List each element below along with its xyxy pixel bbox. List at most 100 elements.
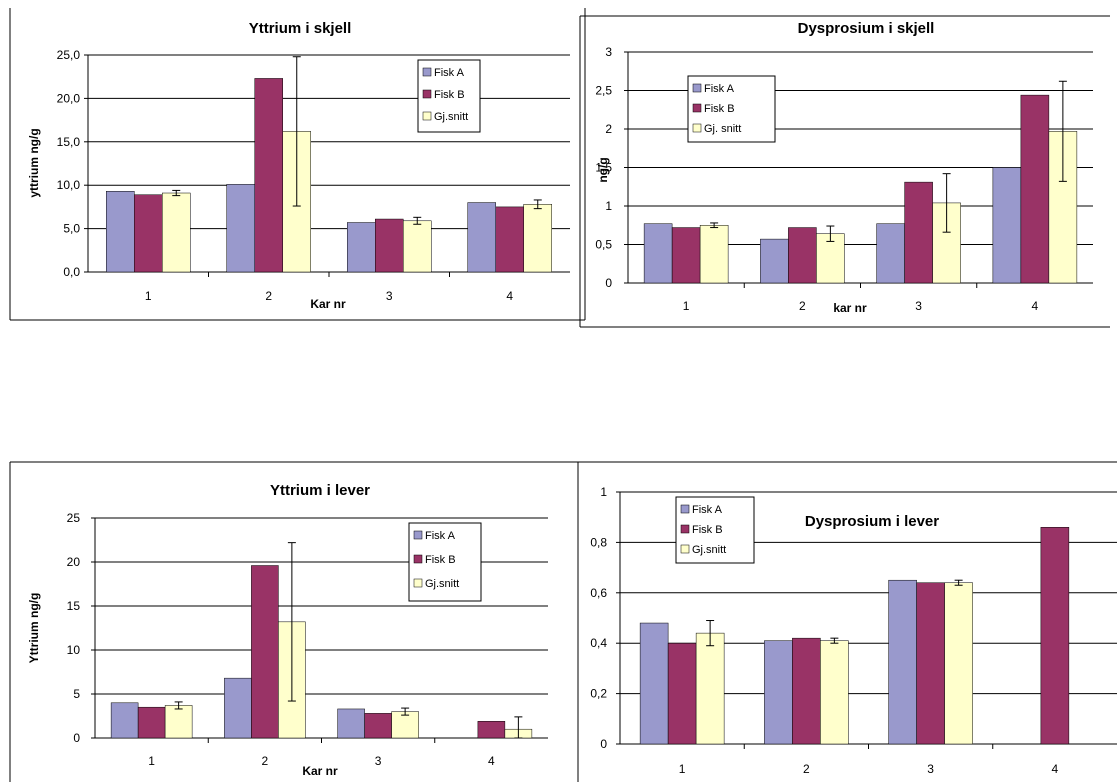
x-tick-label: 2 [803,762,810,776]
y-tick-label: 5,0 [63,222,80,236]
y-tick-label: 15,0 [57,135,81,149]
chart-title: Dysprosium i skjell [798,20,935,37]
bar-fisk-b-3 [375,218,404,273]
bar-gj-snitt-3 [932,202,961,284]
chart-title: Yttrium i lever [270,482,370,499]
y-tick-label: 0,5 [595,238,612,252]
bar-fisk-a-2 [224,677,252,739]
x-tick-label: 1 [679,762,686,776]
y-tick-label: 2,5 [595,84,612,98]
x-axis-label: kar nr [833,301,867,315]
bar-fisk-a-3 [337,708,365,739]
legend-label: Fisk B [425,554,456,566]
bar-gj-snitt-4 [523,204,552,273]
legend-swatch [422,67,432,77]
bar-fisk-a-1 [639,622,669,745]
bar-fisk-a-1 [110,702,139,739]
y-tick-label: 25,0 [57,48,81,62]
legend-swatch [692,123,702,133]
bar-fisk-a-3 [888,579,917,745]
bar-fisk-a-3 [347,222,376,273]
legend-label: Fisk B [704,103,735,115]
y-tick-label: 0,6 [590,586,607,600]
legend-swatch [692,103,702,113]
bar-fisk-b-2 [788,227,817,284]
legend-swatch [680,524,690,534]
bar-gj-snitt-2 [820,640,849,745]
y-tick-label: 0 [605,276,612,290]
y-tick-label: 0,2 [590,687,607,701]
x-tick-label: 1 [683,299,690,313]
bar-fisk-a-2 [226,184,255,273]
y-tick-label: 0,0 [63,265,80,279]
y-tick-label: 10 [67,643,81,657]
legend-label: Fisk B [692,524,723,536]
x-tick-label: 1 [148,754,155,768]
chart-title: Dysprosium i lever [805,513,939,530]
bar-gj-snitt-1 [699,225,729,284]
y-tick-label: 0,4 [590,636,607,650]
bar-fisk-a-2 [764,640,793,745]
y-tick-label: 2 [605,122,612,136]
bar-fisk-b-1 [134,194,163,273]
y-tick-label: 20,0 [57,91,81,105]
bar-fisk-a-1 [643,223,673,284]
chart-title: Yttrium i skjell [249,20,352,37]
bar-fisk-b-4 [1020,94,1050,284]
legend [687,75,776,143]
y-tick-label: 20 [67,555,81,569]
y-axis-label: ng/g [596,157,610,182]
legend-label: Fisk A [425,530,456,542]
legend-swatch [680,544,690,554]
legend-label: Fisk A [704,83,735,95]
x-tick-label: 3 [386,289,393,303]
x-tick-label: 2 [265,289,272,303]
legend-swatch [680,504,690,514]
bar-fisk-b-4 [495,206,524,273]
y-axis-label: Yttrium ng/g [27,593,41,664]
x-tick-label: 3 [915,299,922,313]
bar-gj-snitt-3 [944,582,973,745]
bar-fisk-b-4 [1040,527,1070,745]
bar-fisk-b-2 [254,78,283,273]
y-axis-label: yttrium ng/g [27,128,41,197]
x-tick-label: 1 [145,289,152,303]
legend-label: Gj.snitt [434,111,468,123]
legend-label: Fisk A [434,67,465,79]
bar-gj-snitt-1 [695,632,725,745]
y-tick-label: 25 [67,511,81,525]
legend-label: Gj.snitt [425,578,459,590]
bar-gj-snitt-3 [403,220,432,273]
legend-swatch [422,89,432,99]
bar-fisk-b-2 [792,637,821,745]
x-tick-label: 2 [799,299,806,313]
y-tick-label: 0,8 [590,535,607,549]
bar-fisk-a-2 [760,238,789,284]
x-tick-label: 3 [927,762,934,776]
x-tick-label: 4 [1032,299,1039,313]
bar-fisk-a-1 [106,191,135,273]
legend-label: Fisk A [692,504,723,516]
y-tick-label: 5 [73,687,80,701]
legend-swatch [422,111,432,121]
y-tick-label: 1 [605,199,612,213]
x-axis-label: Kar nr [310,297,346,311]
bar-fisk-a-4 [992,167,1022,284]
bar-fisk-b-3 [916,582,945,745]
x-tick-label: 2 [262,754,269,768]
legend-swatch [413,578,423,588]
y-tick-label: 3 [605,45,612,59]
bar-fisk-b-3 [904,181,933,284]
y-tick-label: 0 [600,737,607,751]
x-tick-label: 4 [506,289,513,303]
bar-gj-snitt-3 [391,711,419,739]
x-tick-label: 4 [488,754,495,768]
legend-label: Gj.snitt [692,544,726,556]
legend-swatch [413,530,423,540]
legend-swatch [413,554,423,564]
